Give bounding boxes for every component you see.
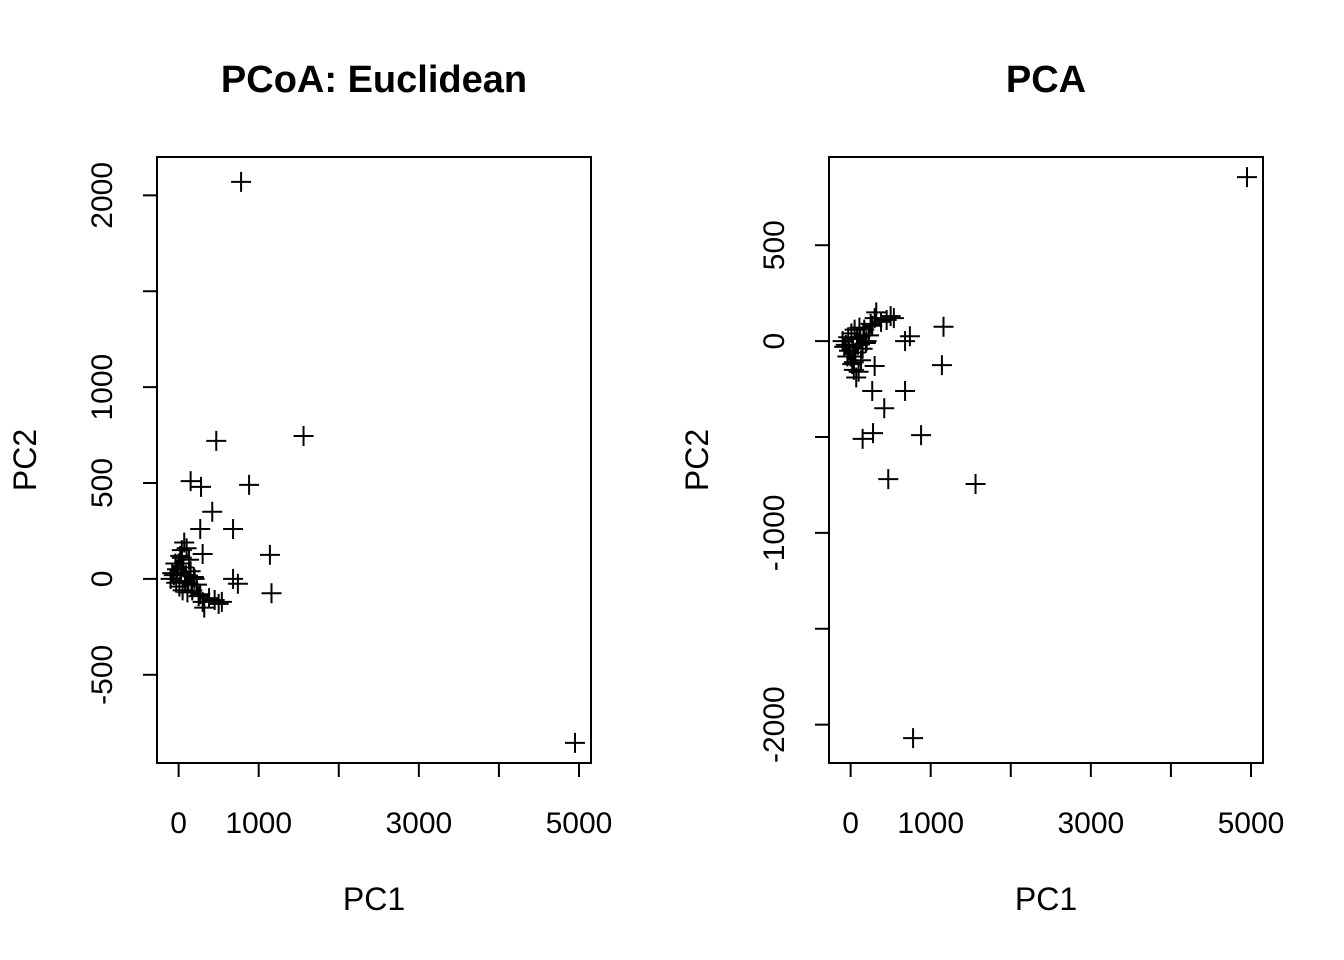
data-point <box>895 380 916 401</box>
data-point <box>911 425 932 446</box>
x-tick-label: 3000 <box>385 807 452 840</box>
plot-frame <box>156 156 592 764</box>
data-point <box>211 591 232 612</box>
pcoa-panel: PCoA: Euclidean 0 1000 3000 5000 PC1 -500 0 500 1… <box>7 59 612 917</box>
data-point <box>850 327 871 348</box>
data-point <box>564 732 585 753</box>
data-point <box>223 519 244 540</box>
data-point <box>191 476 212 497</box>
y-tick-label: -1000 <box>758 495 791 572</box>
plot-frame <box>828 156 1264 764</box>
chart-title: PCA <box>1006 59 1086 101</box>
data-point <box>931 355 952 376</box>
y-axis-label: PC2 <box>7 429 43 491</box>
data-point <box>231 171 252 192</box>
x-tick-label: 5000 <box>1218 807 1285 840</box>
data-point <box>903 728 924 749</box>
x-axis-label: PC1 <box>1015 881 1077 917</box>
data-point <box>192 543 213 564</box>
data-point <box>862 315 883 336</box>
data-point <box>293 426 314 447</box>
data-point <box>843 352 864 373</box>
data-point <box>863 423 884 444</box>
data-point <box>171 547 192 568</box>
data-point <box>862 380 883 401</box>
data-point <box>239 474 260 495</box>
data-point <box>190 584 211 605</box>
data-point <box>880 306 901 327</box>
data-point <box>227 573 248 594</box>
x-tick-label: 0 <box>842 807 859 840</box>
data-point <box>852 428 873 449</box>
data-point <box>1236 167 1257 188</box>
y-axis-label: PC2 <box>679 429 715 491</box>
y-tick-label: -500 <box>86 645 119 705</box>
data-point <box>883 308 904 329</box>
data-point <box>208 593 229 614</box>
y-tick-label: 0 <box>86 571 119 588</box>
y-tick-label: -2000 <box>758 686 791 763</box>
data-point <box>261 583 282 604</box>
y-tick-label: 2000 <box>86 162 119 229</box>
y-tick-label: 1000 <box>86 354 119 421</box>
x-tick-label: 0 <box>170 807 187 840</box>
data-point <box>878 469 899 490</box>
data-point <box>853 325 874 346</box>
data-point <box>202 501 223 522</box>
data-point <box>899 326 920 347</box>
y-tick-label: 0 <box>758 333 791 350</box>
data-point <box>190 519 211 540</box>
data-point <box>874 398 895 419</box>
x-tick-label: 3000 <box>1057 807 1124 840</box>
data-point <box>162 563 183 584</box>
data-point <box>176 538 197 559</box>
data-point <box>933 316 954 337</box>
chart-title: PCoA: Euclidean <box>221 59 527 101</box>
x-tick-label: 5000 <box>546 807 613 840</box>
x-tick-label: 1000 <box>225 807 292 840</box>
data-point <box>206 430 227 451</box>
y-tick-label: 500 <box>758 220 791 270</box>
data-point <box>194 597 215 618</box>
data-point <box>895 331 916 352</box>
data-point <box>864 356 885 377</box>
y-tick-label: 500 <box>86 458 119 508</box>
data-point <box>181 574 202 595</box>
data-point <box>178 572 199 593</box>
data-point <box>965 473 986 494</box>
pca-panel: PCA 0 1000 3000 5000 PC1 -2000 -1000 0 500 PC2 <box>679 59 1284 917</box>
data-point <box>223 568 244 589</box>
data-point <box>866 302 887 323</box>
data-point <box>848 361 869 382</box>
data-point <box>834 336 855 357</box>
x-axis-label: PC1 <box>343 881 405 917</box>
data-point <box>180 471 201 492</box>
data-point <box>259 544 280 565</box>
x-tick-label: 1000 <box>897 807 964 840</box>
